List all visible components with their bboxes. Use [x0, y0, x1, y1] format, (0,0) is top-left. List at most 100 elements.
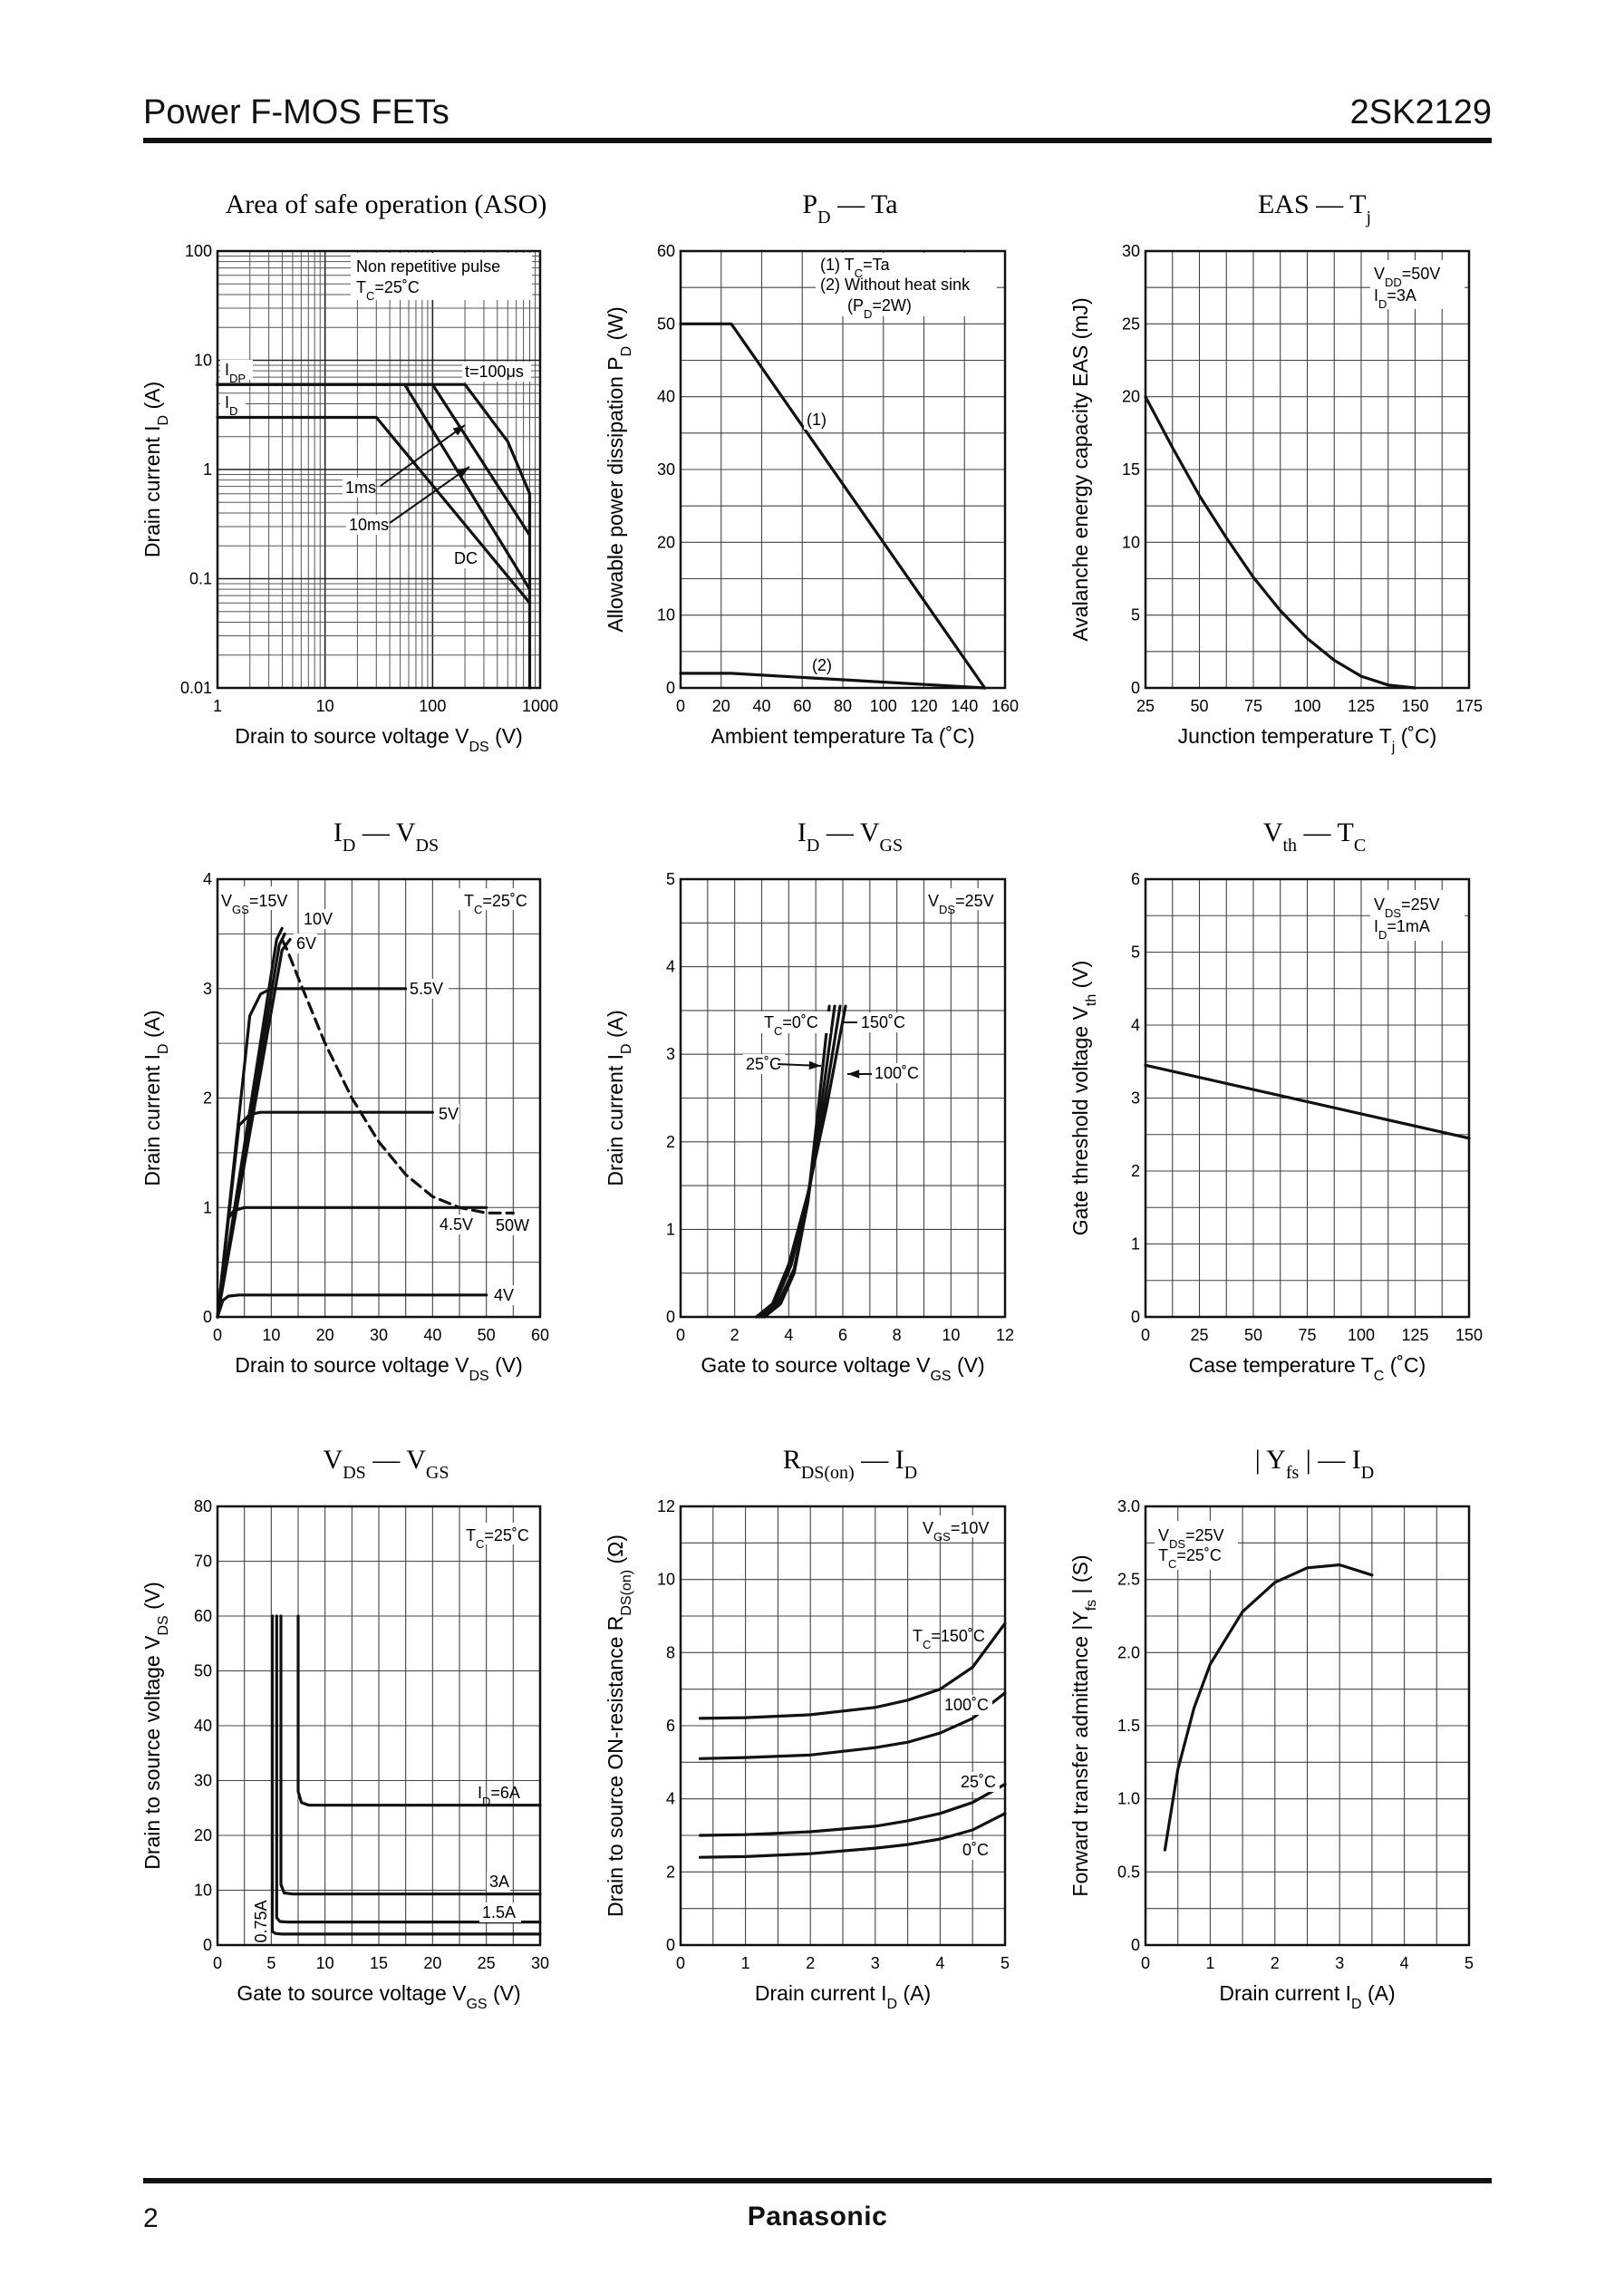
annotation-vds-part: =25V — [955, 892, 994, 910]
y-tick-label: 1 — [666, 1220, 675, 1238]
plot-frame — [1144, 877, 1471, 1319]
chart-vth: 0 25 50 75 100 125 150 0 1 2 3 4 5 6 Case temperature … — [1068, 818, 1483, 1384]
series-150˚C — [698, 1621, 1007, 1720]
annotation-0c: 0˚C — [962, 1841, 989, 1859]
label-bg — [346, 515, 388, 535]
annotation-id-part: D — [1378, 928, 1387, 942]
series-group — [1163, 1563, 1374, 1852]
annotation-tc-part: (1) T — [820, 256, 855, 274]
annotation-idp: IDP — [225, 361, 246, 385]
x-tick-label: 75 — [1298, 1326, 1316, 1344]
chart-title-part: D — [807, 836, 819, 856]
x-tick-label: 100 — [870, 697, 897, 715]
label-bg — [479, 1902, 521, 1922]
annotation-vds-part: DS — [1169, 1537, 1185, 1551]
series-DC — [216, 415, 532, 605]
y-tick-label: 10 — [657, 1571, 675, 1589]
plot-frame — [216, 249, 542, 690]
x-tick-label: 50 — [478, 1326, 496, 1344]
y-tick-label: 3 — [666, 1045, 675, 1063]
y-axis-label: Drain current ID (A) — [140, 382, 171, 557]
annotation-0c-part: =0˚C — [782, 1013, 818, 1031]
series-group — [679, 322, 987, 690]
plot-frame — [679, 249, 1007, 690]
x-tick-label: 0 — [676, 1954, 685, 1972]
annotation-tc-part: C — [476, 1537, 484, 1551]
annotation-vgs-part: =10V — [951, 1519, 990, 1537]
series-title: Power F-MOS FETs — [143, 93, 450, 131]
annotation-idp-part: DP — [229, 372, 246, 385]
annotation-vgs15-part: GS — [232, 903, 249, 916]
chart-title: RDS(on) — ID — [783, 1445, 917, 1483]
chart-title-part: DS(on) — [801, 1463, 855, 1483]
annotation-idp-part: I — [225, 361, 229, 379]
y-tick-label: 30 — [194, 1772, 212, 1790]
chart-title-part: — V — [355, 818, 415, 847]
x-tick-label: 75 — [1244, 697, 1262, 715]
x-tick-label: 100 — [1348, 1326, 1375, 1344]
y-tick-label: 1.0 — [1117, 1790, 1140, 1808]
label-bg — [960, 1840, 992, 1860]
label-bg — [816, 253, 997, 316]
x-tick-label: 140 — [951, 697, 978, 715]
chart-title-part: DS — [416, 836, 440, 856]
y-tick-label: 1 — [203, 1198, 212, 1216]
label-bg — [459, 888, 536, 910]
chart-title-part: fs — [1286, 1463, 1300, 1483]
annotation-6a: ID=6A — [478, 1784, 520, 1808]
x-tick-label: 2 — [730, 1326, 740, 1344]
annotation-id: ID=3A — [1374, 286, 1416, 311]
y-tick-label: 1 — [1131, 1235, 1140, 1253]
plot-frame — [679, 877, 1007, 1319]
annotation-25c: 25˚C — [746, 1055, 781, 1073]
series-100˚C — [757, 1004, 842, 1319]
arrow-1ms — [380, 424, 466, 487]
arrow-100c-head — [847, 1070, 860, 1079]
label-bg — [294, 934, 317, 953]
x-tick-label: 0 — [676, 697, 685, 715]
series-group — [698, 1621, 1007, 1859]
y-axis-label-part: (A) — [140, 382, 164, 415]
x-axis-label-part: j — [1391, 740, 1396, 755]
x-axis-label: Gate to source voltage VGS (V) — [701, 1353, 984, 1384]
annotation-vds: VDS=25V — [928, 892, 994, 916]
series-3A — [279, 1614, 542, 1896]
annotation-5v: 5V — [439, 1105, 459, 1123]
series-group — [270, 1614, 542, 1936]
y-axis-label-part: fs — [1084, 1600, 1099, 1611]
annotation-6a-part: =6A — [490, 1784, 520, 1802]
series-t=100μs — [216, 382, 532, 496]
chart-title-part: V — [1263, 818, 1283, 847]
x-axis-label-part: (A) — [897, 1981, 931, 2005]
series-25˚C — [698, 1782, 1007, 1837]
brand-logo: Panasonic — [747, 2202, 888, 2231]
label-bg — [437, 1215, 478, 1234]
chart-yfs: 0 1 2 3 4 5 0 0.5 1.0 1.5 2.0 2.5 3.0 Drain current I… — [1068, 1445, 1474, 2012]
x-tick-label: 20 — [423, 1954, 441, 1972]
annotation-100c: 100˚C — [875, 1064, 919, 1082]
x-tick-label: 20 — [316, 1326, 334, 1344]
chart-vdsvgs: 0 5 10 15 20 25 30 0 10 20 30 40 50 60 70 80 Gate to sou… — [140, 1445, 549, 2012]
annotation-vgs15-part: =15V — [249, 892, 288, 910]
series-(2) — [679, 672, 987, 690]
series-group — [1144, 1063, 1471, 1140]
annotation-150c-part: =150˚C — [931, 1627, 985, 1645]
annotation-vdd-part: DD — [1385, 276, 1402, 289]
annotation-vdd-part: =50V — [1402, 265, 1441, 283]
x-axis-label-part: (V) — [489, 724, 523, 748]
x-tick-label: 1 — [213, 697, 222, 715]
plot-frame — [1144, 1505, 1471, 1947]
y-tick-label: 3 — [1131, 1089, 1140, 1108]
chart-title: EAS — Tj — [1258, 189, 1371, 227]
y-tick-label: 2 — [666, 1863, 675, 1881]
annotation-tc: TC=25˚C — [1158, 1546, 1222, 1571]
x-tick-label: 60 — [531, 1326, 549, 1344]
annotation-vds-part: V — [928, 892, 939, 910]
x-axis-label: Gate to source voltage VGS (V) — [237, 1981, 520, 2012]
annotation-id-part: =3A — [1387, 286, 1416, 305]
x-tick-label: 0 — [213, 1326, 222, 1344]
x-tick-label: 5 — [266, 1954, 276, 1972]
y-tick-label: 50 — [657, 315, 675, 333]
x-tick-label: 15 — [370, 1954, 388, 1972]
y-tick-label: 0 — [666, 1936, 675, 1954]
